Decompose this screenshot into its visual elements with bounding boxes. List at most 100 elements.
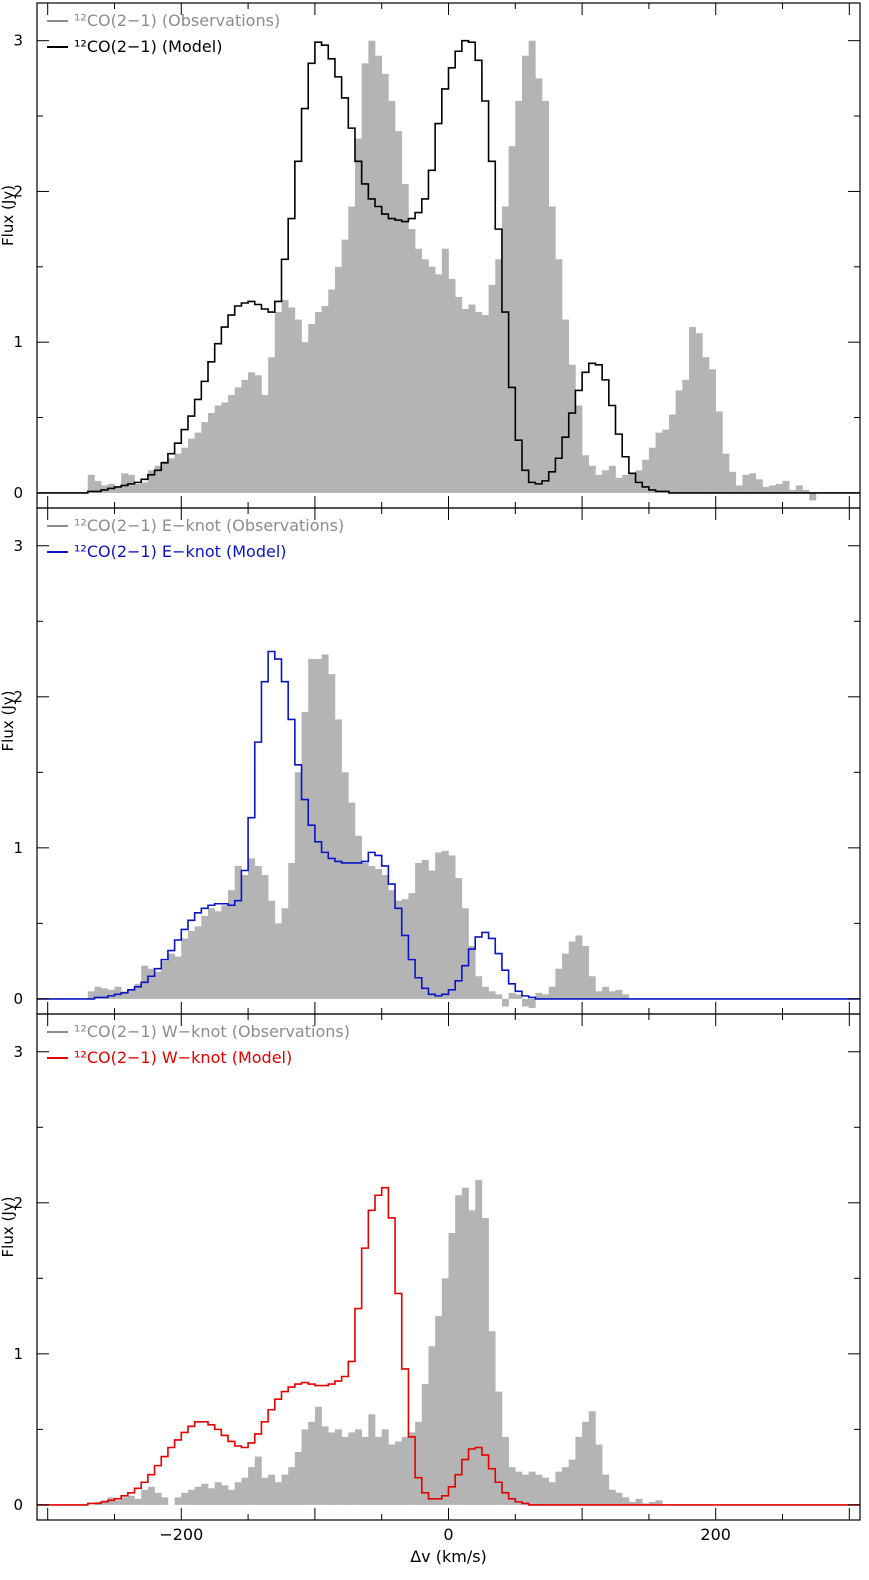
observation-bar <box>675 390 683 493</box>
observation-bar <box>602 1474 610 1505</box>
observation-bar <box>481 986 489 999</box>
panel-w-knot: 0 1 2 3 −200 0 200 Flux (Jy) ¹²CO(2−1) W−knot … <box>0 1013 861 1544</box>
observation-bar <box>655 1500 663 1505</box>
observation-bar <box>461 908 469 999</box>
observation-bar <box>468 946 476 999</box>
observation-bar <box>702 357 710 493</box>
observation-bar <box>221 905 229 999</box>
observation-bar <box>314 659 322 999</box>
y-tick-label: 0 <box>13 990 23 1008</box>
observation-bar <box>655 432 663 493</box>
observation-bar <box>548 986 556 999</box>
observation-bar <box>341 772 349 999</box>
observation-bar <box>448 1233 456 1505</box>
observation-bar <box>147 1486 155 1505</box>
observation-bar <box>528 1471 536 1505</box>
observation-bar <box>328 289 336 493</box>
observation-bar <box>301 342 309 493</box>
axis-ticks: 0 1 2 3 <box>13 3 860 508</box>
observation-bar <box>435 1316 443 1505</box>
observation-bar <box>455 296 463 493</box>
observation-bar <box>301 1429 309 1505</box>
observation-bar <box>688 327 696 493</box>
observation-bar <box>248 1467 256 1505</box>
observation-bar <box>562 319 570 493</box>
legend-model-label: ¹²CO(2−1) (Model) <box>74 37 222 56</box>
observation-bar <box>87 474 95 493</box>
observation-bar <box>194 1486 202 1505</box>
observation-bar <box>542 100 549 493</box>
observation-bar <box>174 1497 182 1505</box>
observation-bar <box>622 474 630 493</box>
observation-bar <box>381 73 389 493</box>
observation-bar <box>582 946 590 999</box>
observation-bar <box>214 1482 222 1505</box>
observation-bar <box>328 1432 336 1505</box>
observations-histogram <box>87 40 817 501</box>
observation-bar <box>475 976 483 999</box>
observation-bar <box>161 961 169 999</box>
observation-bar <box>121 991 129 999</box>
observation-bar <box>228 1489 236 1505</box>
observation-bar <box>575 935 583 999</box>
observation-bar <box>521 55 529 493</box>
observation-bar <box>555 968 563 999</box>
observation-bar <box>595 1444 603 1505</box>
observation-bar <box>308 324 316 493</box>
observation-bar <box>648 447 656 493</box>
observation-bar <box>268 900 276 999</box>
observation-bar <box>241 875 249 999</box>
observation-bar <box>441 850 449 999</box>
observation-bar <box>461 309 469 493</box>
observation-bar <box>248 372 256 493</box>
observation-bar <box>448 278 456 493</box>
y-axis-label: Flux (Jy) <box>0 691 17 752</box>
observation-bar <box>248 858 256 999</box>
legend-observations-label: ¹²CO(2−1) W−knot (Observations) <box>74 1022 350 1041</box>
observation-bar <box>87 991 95 999</box>
observation-bar <box>562 953 570 999</box>
observation-bar <box>281 1474 289 1505</box>
observation-bar <box>94 986 102 999</box>
observation-bar <box>167 953 175 999</box>
observation-bar <box>782 480 790 493</box>
observation-bar <box>288 1467 296 1505</box>
observation-bar <box>395 131 403 493</box>
observations-histogram <box>87 1180 670 1505</box>
axis-ticks: 0 1 2 3 −200 0 200 <box>13 1014 860 1544</box>
observation-bar <box>214 405 222 493</box>
observation-bar <box>488 991 496 999</box>
observation-bar <box>334 266 342 493</box>
observation-bar <box>354 835 362 999</box>
y-tick-label: 1 <box>13 1345 23 1363</box>
observation-bar <box>308 659 316 999</box>
observation-bar <box>628 1501 636 1505</box>
observation-bar <box>475 312 483 493</box>
observation-bar <box>582 455 590 493</box>
observation-bar <box>735 485 743 493</box>
observation-bar <box>495 259 503 493</box>
observation-bar <box>334 719 342 999</box>
observation-bar <box>107 989 115 999</box>
observation-bar <box>388 890 396 999</box>
observation-bar <box>368 1414 376 1505</box>
observation-bar <box>695 333 703 493</box>
observation-bar <box>495 994 503 999</box>
observation-bar <box>662 429 670 493</box>
observation-bar <box>635 1498 643 1505</box>
observation-bar <box>515 994 523 999</box>
observation-bar <box>101 988 109 999</box>
observation-bar <box>241 379 249 493</box>
observation-bar <box>294 319 302 493</box>
observation-bar <box>261 875 269 999</box>
observation-bar <box>395 1441 403 1505</box>
observation-bar <box>468 304 476 493</box>
observation-bar <box>354 138 362 493</box>
observation-bar <box>729 471 737 493</box>
observation-bar <box>254 1456 262 1505</box>
observation-bar <box>361 1436 369 1505</box>
legend: ¹²CO(2−1) (Observations) ¹²CO(2−1) (Mode… <box>47 11 280 56</box>
observation-bar <box>348 802 356 999</box>
legend-model-label: ¹²CO(2−1) W−knot (Model) <box>74 1048 292 1067</box>
observation-bar <box>114 1500 122 1505</box>
